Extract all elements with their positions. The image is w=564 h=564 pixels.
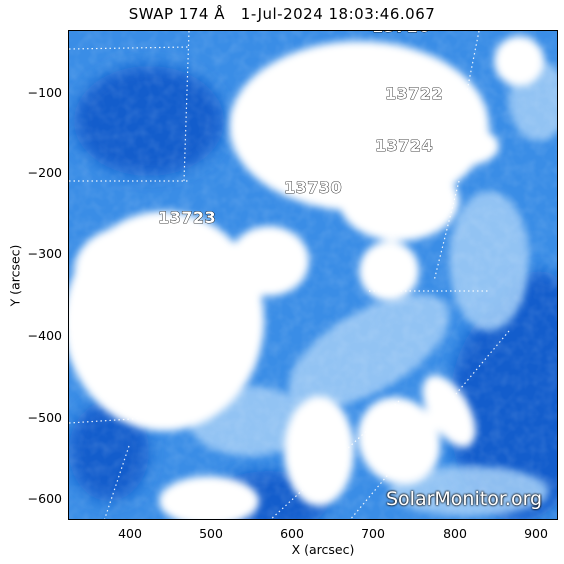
solar-euv-image bbox=[69, 31, 557, 519]
x-tick-label: 600 bbox=[280, 526, 304, 541]
y-axis-label: Y (arcsec) bbox=[7, 244, 23, 307]
solar-image-frame: 13726 13722 13724 13730 13723 bbox=[68, 30, 558, 520]
active-region-label: 13724 bbox=[375, 136, 434, 156]
x-tick-label: 800 bbox=[443, 526, 467, 541]
active-region-label: 13723 bbox=[158, 208, 217, 228]
y-tick-label: −600 bbox=[27, 491, 62, 506]
y-tick-label: −100 bbox=[27, 85, 62, 100]
y-tick-label: −400 bbox=[27, 328, 62, 343]
watermark: SolarMonitor.org bbox=[386, 488, 543, 510]
x-tick-label: 900 bbox=[524, 526, 548, 541]
active-region-label: 13726 bbox=[372, 31, 430, 36]
x-tick-label: 500 bbox=[199, 526, 223, 541]
active-region-label: 13722 bbox=[385, 84, 444, 104]
image-title: SWAP 174 Å 1-Jul-2024 18:03:46.067 bbox=[128, 5, 436, 23]
y-tick-label: −200 bbox=[27, 165, 62, 180]
y-tick-label: −300 bbox=[27, 246, 62, 261]
y-tick-label: −500 bbox=[27, 410, 62, 425]
x-tick-label: 400 bbox=[118, 526, 142, 541]
x-tick-label: 700 bbox=[361, 526, 385, 541]
x-axis-label: X (arcsec) bbox=[291, 542, 355, 557]
active-region-label: 13730 bbox=[284, 178, 343, 198]
